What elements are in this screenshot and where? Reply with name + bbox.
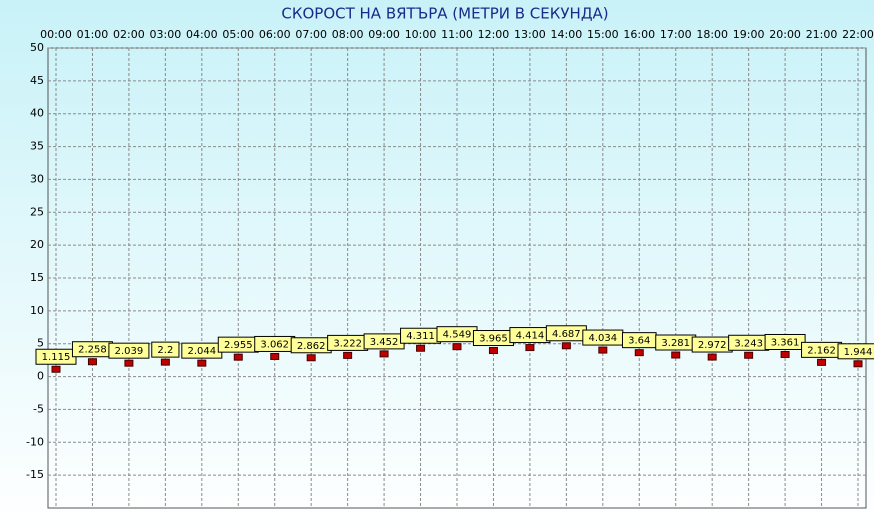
x-tick-label: 20:00 [769, 28, 801, 41]
marker [452, 343, 462, 351]
y-tick-label: 10 [30, 304, 44, 317]
x-tick-label: 09:00 [368, 28, 400, 41]
value-label: 4.034 [588, 333, 617, 344]
x-tick-label: 19:00 [733, 28, 765, 41]
marker [306, 354, 316, 362]
y-tick-label: 50 [30, 41, 44, 54]
value-label: 3.281 [661, 338, 690, 349]
marker [707, 353, 717, 361]
x-tick-label: 05:00 [222, 28, 254, 41]
marker [561, 342, 571, 350]
marker [124, 359, 134, 367]
marker [379, 350, 389, 358]
x-tick-label: 18:00 [696, 28, 728, 41]
y-tick-label: 35 [30, 140, 44, 153]
x-tick-label: 21:00 [806, 28, 838, 41]
x-tick-label: 22:00 [842, 28, 874, 41]
value-label: 4.311 [406, 331, 435, 342]
marker [270, 352, 280, 360]
value-label: 3.243 [734, 338, 763, 349]
value-label-box [108, 342, 150, 359]
value-label: 2.258 [78, 345, 107, 356]
x-tick-label: 04:00 [186, 28, 218, 41]
y-tick-label: 30 [30, 172, 44, 185]
chart-title: СКОРОСТ НА ВЯТЪРА (МЕТРИ В СЕКУНДА) [281, 5, 608, 23]
x-tick-label: 01:00 [77, 28, 109, 41]
x-tick-label: 13:00 [514, 28, 546, 41]
value-label: 2.972 [698, 340, 727, 351]
x-tick-label: 08:00 [332, 28, 364, 41]
y-tick-label: -5 [33, 402, 44, 415]
value-label: 4.414 [516, 331, 545, 342]
y-tick-label: -10 [26, 435, 44, 448]
marker [233, 353, 243, 361]
value-label: 2.039 [115, 346, 144, 357]
value-label: 3.965 [479, 334, 508, 345]
y-tick-label: 5 [37, 337, 44, 350]
marker [488, 347, 498, 355]
x-tick-label: 11:00 [441, 28, 473, 41]
y-tick-label: 20 [30, 238, 44, 251]
marker [197, 359, 207, 367]
marker [780, 350, 790, 358]
marker [51, 365, 61, 373]
value-label: 2.044 [187, 346, 216, 357]
marker [598, 346, 608, 354]
marker [744, 351, 754, 359]
value-label: 3.361 [771, 337, 800, 348]
x-tick-label: 17:00 [660, 28, 692, 41]
x-tick-label: 10:00 [405, 28, 437, 41]
value-label-box [151, 341, 180, 358]
y-tick-label: 15 [30, 271, 44, 284]
value-label: 3.452 [370, 337, 399, 348]
marker [416, 344, 426, 352]
x-tick-label: 12:00 [478, 28, 510, 41]
marker [160, 358, 170, 366]
x-tick-label: 06:00 [259, 28, 291, 41]
value-label: 2.955 [224, 340, 253, 351]
x-tick-label: 00:00 [40, 28, 72, 41]
value-label: 2.162 [807, 345, 836, 356]
value-label: 4.549 [443, 330, 472, 341]
marker [853, 360, 863, 368]
value-label: 3.062 [260, 339, 289, 350]
marker [87, 358, 97, 366]
value-label: 3.222 [333, 338, 362, 349]
x-tick-label: 03:00 [150, 28, 182, 41]
y-tick-label: 0 [37, 370, 44, 383]
y-tick-label: 45 [30, 74, 44, 87]
x-tick-label: 16:00 [623, 28, 655, 41]
y-tick-label: 25 [30, 205, 44, 218]
x-tick-label: 15:00 [587, 28, 619, 41]
y-tick-label: 40 [30, 107, 44, 120]
value-label: 2.2 [157, 345, 173, 356]
value-label: 1.115 [42, 352, 71, 363]
value-label: 2.862 [297, 341, 326, 352]
x-tick-label: 07:00 [295, 28, 327, 41]
marker [525, 344, 535, 352]
value-label-box [837, 343, 874, 360]
value-label: 4.687 [552, 329, 581, 340]
y-tick-label: -15 [26, 468, 44, 481]
marker [343, 351, 353, 359]
value-label: 1.944 [844, 347, 873, 358]
marker [634, 349, 644, 357]
marker [671, 351, 681, 359]
x-tick-label: 02:00 [113, 28, 145, 41]
x-tick-label: 14:00 [551, 28, 583, 41]
marker [817, 358, 827, 366]
value-label: 3.64 [628, 336, 650, 347]
